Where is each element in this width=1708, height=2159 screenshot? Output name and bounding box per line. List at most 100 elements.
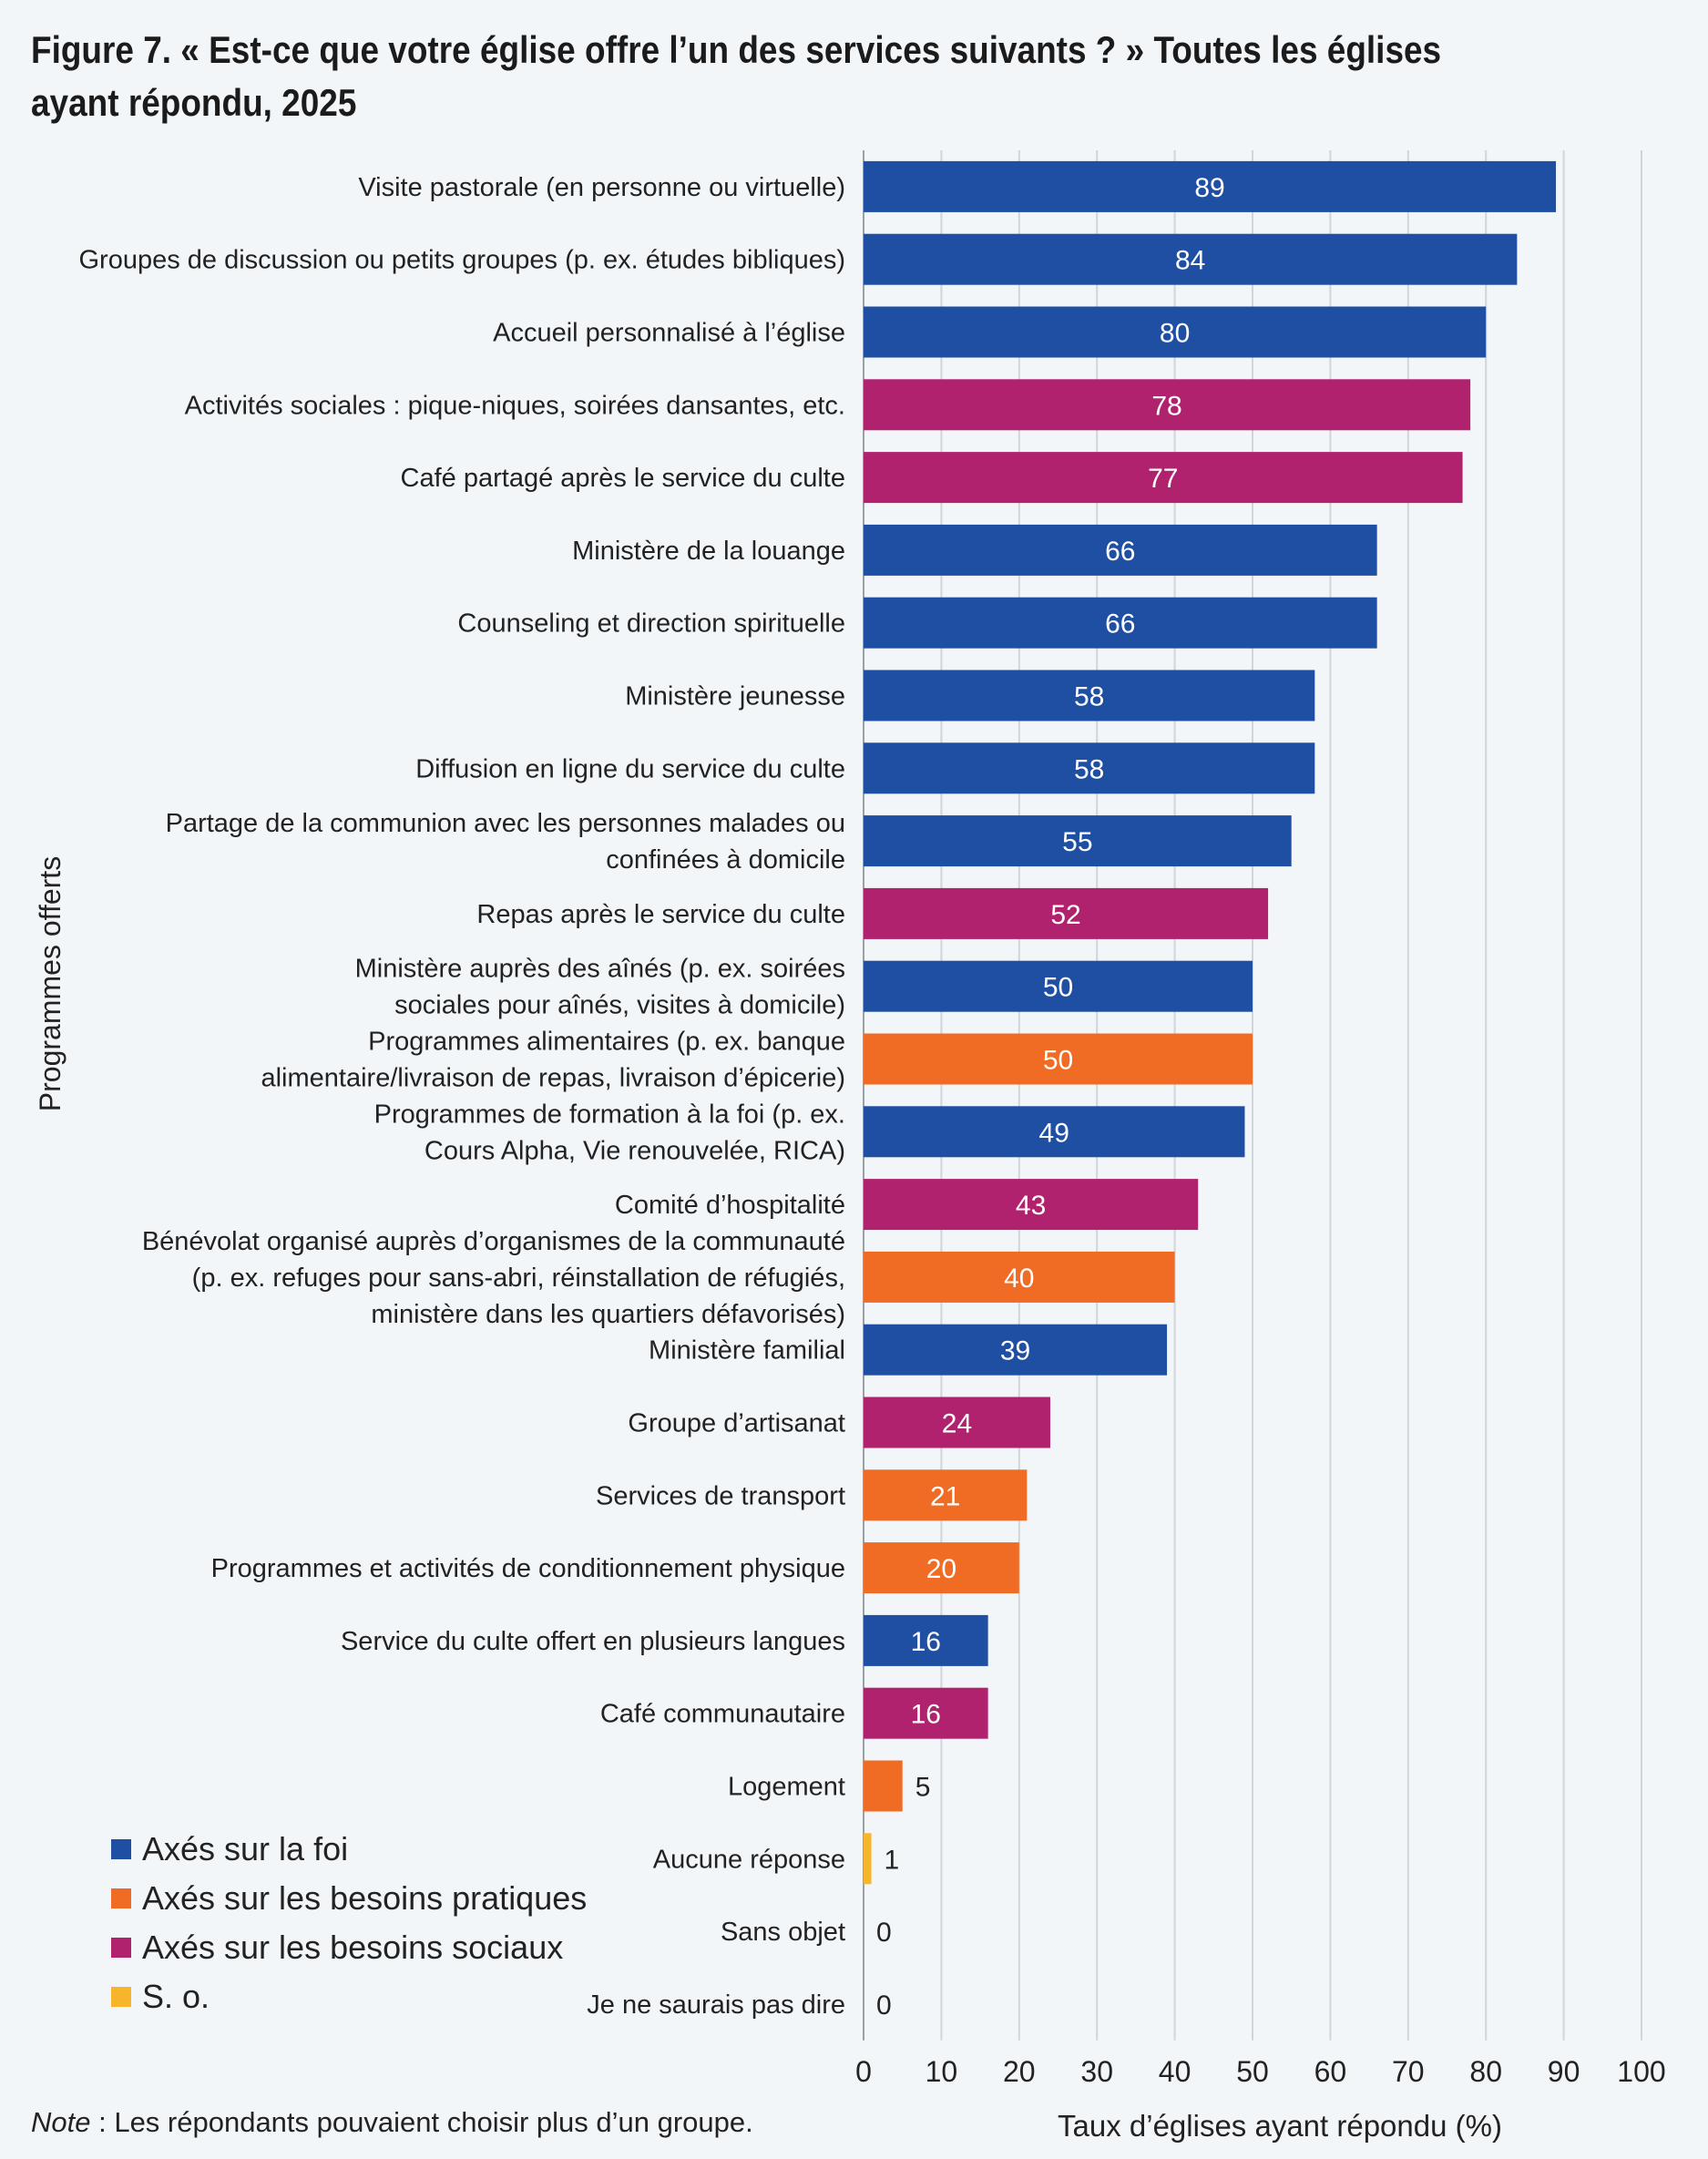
category-label: Ministère de la louange bbox=[572, 537, 845, 566]
bar-value-label: 40 bbox=[1004, 1264, 1034, 1294]
bar bbox=[864, 1324, 1168, 1376]
category-label: Programmes de formation à la foi (p. ex. bbox=[374, 1100, 845, 1129]
category-label: Logement bbox=[728, 1773, 845, 1802]
category-label: (p. ex. refuges pour sans-abri, réinstal… bbox=[192, 1264, 845, 1293]
bar-value-label: 1 bbox=[885, 1845, 900, 1875]
category-label: Groupe d’artisanat bbox=[628, 1409, 845, 1438]
x-tick-label: 60 bbox=[1314, 2055, 1347, 2088]
bar-value-label: 66 bbox=[1105, 609, 1135, 640]
bar bbox=[864, 233, 1518, 285]
x-tick-label: 10 bbox=[926, 2055, 958, 2088]
category-label: alimentaire/livraison de repas, livraiso… bbox=[261, 1064, 845, 1093]
category-label: Partage de la communion avec les personn… bbox=[166, 809, 845, 838]
category-label: Accueil personnalisé à l’église bbox=[493, 319, 845, 348]
bar-value-label: 80 bbox=[1160, 319, 1190, 349]
bar bbox=[864, 1179, 1199, 1231]
category-label: Café partagé après le service du culte bbox=[401, 464, 845, 493]
legend-swatch bbox=[111, 1987, 131, 2007]
category-label: Cours Alpha, Vie renouvelée, RICA) bbox=[424, 1136, 845, 1165]
bar-value-label: 77 bbox=[1148, 464, 1178, 494]
bar bbox=[864, 960, 1253, 1012]
figure-note: Note : Les répondants pouvaient choisir … bbox=[31, 2106, 753, 2139]
bar-value-label: 49 bbox=[1039, 1118, 1069, 1148]
x-tick-label: 30 bbox=[1080, 2055, 1113, 2088]
category-label: Counseling et direction spirituelle bbox=[457, 609, 845, 639]
bar-value-label: 21 bbox=[930, 1481, 960, 1511]
legend-label: S. o. bbox=[142, 1978, 210, 2015]
bar-value-label: 5 bbox=[915, 1773, 931, 1803]
category-label: Comité d’hospitalité bbox=[615, 1191, 845, 1220]
category-label: Café communautaire bbox=[600, 1700, 845, 1729]
bar bbox=[864, 887, 1269, 939]
note-text: : Les répondants pouvaient choisir plus … bbox=[90, 2106, 753, 2138]
category-label: Services de transport bbox=[596, 1481, 845, 1510]
bar-value-label: 50 bbox=[1043, 1046, 1073, 1076]
x-tick-label: 100 bbox=[1617, 2055, 1665, 2088]
category-label: Ministère jeunesse bbox=[625, 682, 845, 711]
bar bbox=[864, 670, 1315, 721]
bar-value-label: 58 bbox=[1074, 682, 1104, 712]
category-label: Service du culte offert en plusieurs lan… bbox=[341, 1627, 845, 1656]
bar bbox=[864, 597, 1377, 649]
x-tick-label: 80 bbox=[1469, 2055, 1502, 2088]
category-label: Ministère auprès des aînés (p. ex. soiré… bbox=[355, 955, 845, 984]
bar-value-label: 16 bbox=[911, 1700, 941, 1730]
bar bbox=[864, 742, 1315, 794]
bar-value-label: 78 bbox=[1151, 391, 1181, 421]
bar-value-label: 84 bbox=[1175, 246, 1205, 276]
category-label: Programmes alimentaires (p. ex. banque bbox=[368, 1028, 845, 1057]
note-label: Note bbox=[31, 2106, 91, 2138]
category-label: sociales pour aînés, visites à domicile) bbox=[394, 991, 845, 1020]
bar-value-label: 24 bbox=[942, 1409, 972, 1439]
category-label: Activités sociales : pique-niques, soiré… bbox=[185, 391, 845, 420]
bar bbox=[864, 1542, 1019, 1594]
legend-label: Axés sur la foi bbox=[142, 1830, 348, 1867]
bar-value-label: 52 bbox=[1050, 900, 1080, 930]
bar bbox=[864, 1251, 1175, 1303]
legend-swatch bbox=[111, 1938, 131, 1958]
bar-value-label: 43 bbox=[1016, 1191, 1046, 1221]
y-axis-title: Programmes offerts bbox=[34, 856, 66, 1111]
category-label: Bénévolat organisé auprès d’organismes d… bbox=[142, 1227, 845, 1256]
bar bbox=[864, 379, 1471, 431]
category-label: Je ne saurais pas dire bbox=[587, 1990, 845, 2020]
bar-value-label: 50 bbox=[1043, 973, 1073, 1003]
bar bbox=[864, 1614, 988, 1666]
figure-title: Figure 7. « Est-ce que votre église offr… bbox=[31, 28, 1442, 124]
bar-value-label: 0 bbox=[876, 1918, 892, 1948]
category-label: Repas après le service du culte bbox=[476, 900, 845, 929]
legend-label: Axés sur les besoins sociaux bbox=[142, 1929, 563, 1966]
category-label: Sans objet bbox=[721, 1918, 845, 1947]
bar bbox=[864, 1106, 1245, 1158]
bar-value-label: 66 bbox=[1105, 537, 1135, 567]
bar bbox=[864, 524, 1377, 576]
bar bbox=[864, 1760, 903, 1812]
bar-value-label: 39 bbox=[1000, 1336, 1030, 1366]
category-label: Diffusion en ligne du service du culte bbox=[415, 754, 845, 783]
x-tick-label: 0 bbox=[855, 2055, 872, 2088]
category-label: Programmes et activités de conditionneme… bbox=[211, 1554, 845, 1583]
bar-value-label: 16 bbox=[911, 1627, 941, 1657]
bar-value-label: 55 bbox=[1062, 827, 1092, 857]
category-label: Aucune réponse bbox=[653, 1845, 845, 1874]
bar bbox=[864, 1469, 1028, 1521]
bar bbox=[864, 452, 1463, 504]
bar bbox=[864, 1687, 988, 1739]
legend-swatch bbox=[111, 1888, 131, 1908]
x-tick-label: 40 bbox=[1159, 2055, 1192, 2088]
bar-value-label: 58 bbox=[1074, 754, 1104, 784]
x-tick-label: 70 bbox=[1392, 2055, 1425, 2088]
category-label: Groupes de discussion ou petits groupes … bbox=[79, 246, 846, 275]
legend-swatch bbox=[111, 1839, 131, 1859]
legend-label: Axés sur les besoins pratiques bbox=[142, 1879, 587, 1917]
category-label: Ministère familial bbox=[649, 1336, 845, 1366]
category-label: confinées à domicile bbox=[606, 845, 845, 875]
x-axis-title: Taux d’églises ayant répondu (%) bbox=[1058, 2109, 1502, 2143]
bar-value-label: 0 bbox=[876, 1990, 892, 2021]
bar bbox=[864, 306, 1487, 358]
x-tick-label: 90 bbox=[1548, 2055, 1580, 2088]
category-label: Visite pastorale (en personne ou virtuel… bbox=[358, 173, 845, 202]
bar bbox=[864, 160, 1557, 212]
category-label: ministère dans les quartiers défavorisés… bbox=[371, 1300, 845, 1329]
